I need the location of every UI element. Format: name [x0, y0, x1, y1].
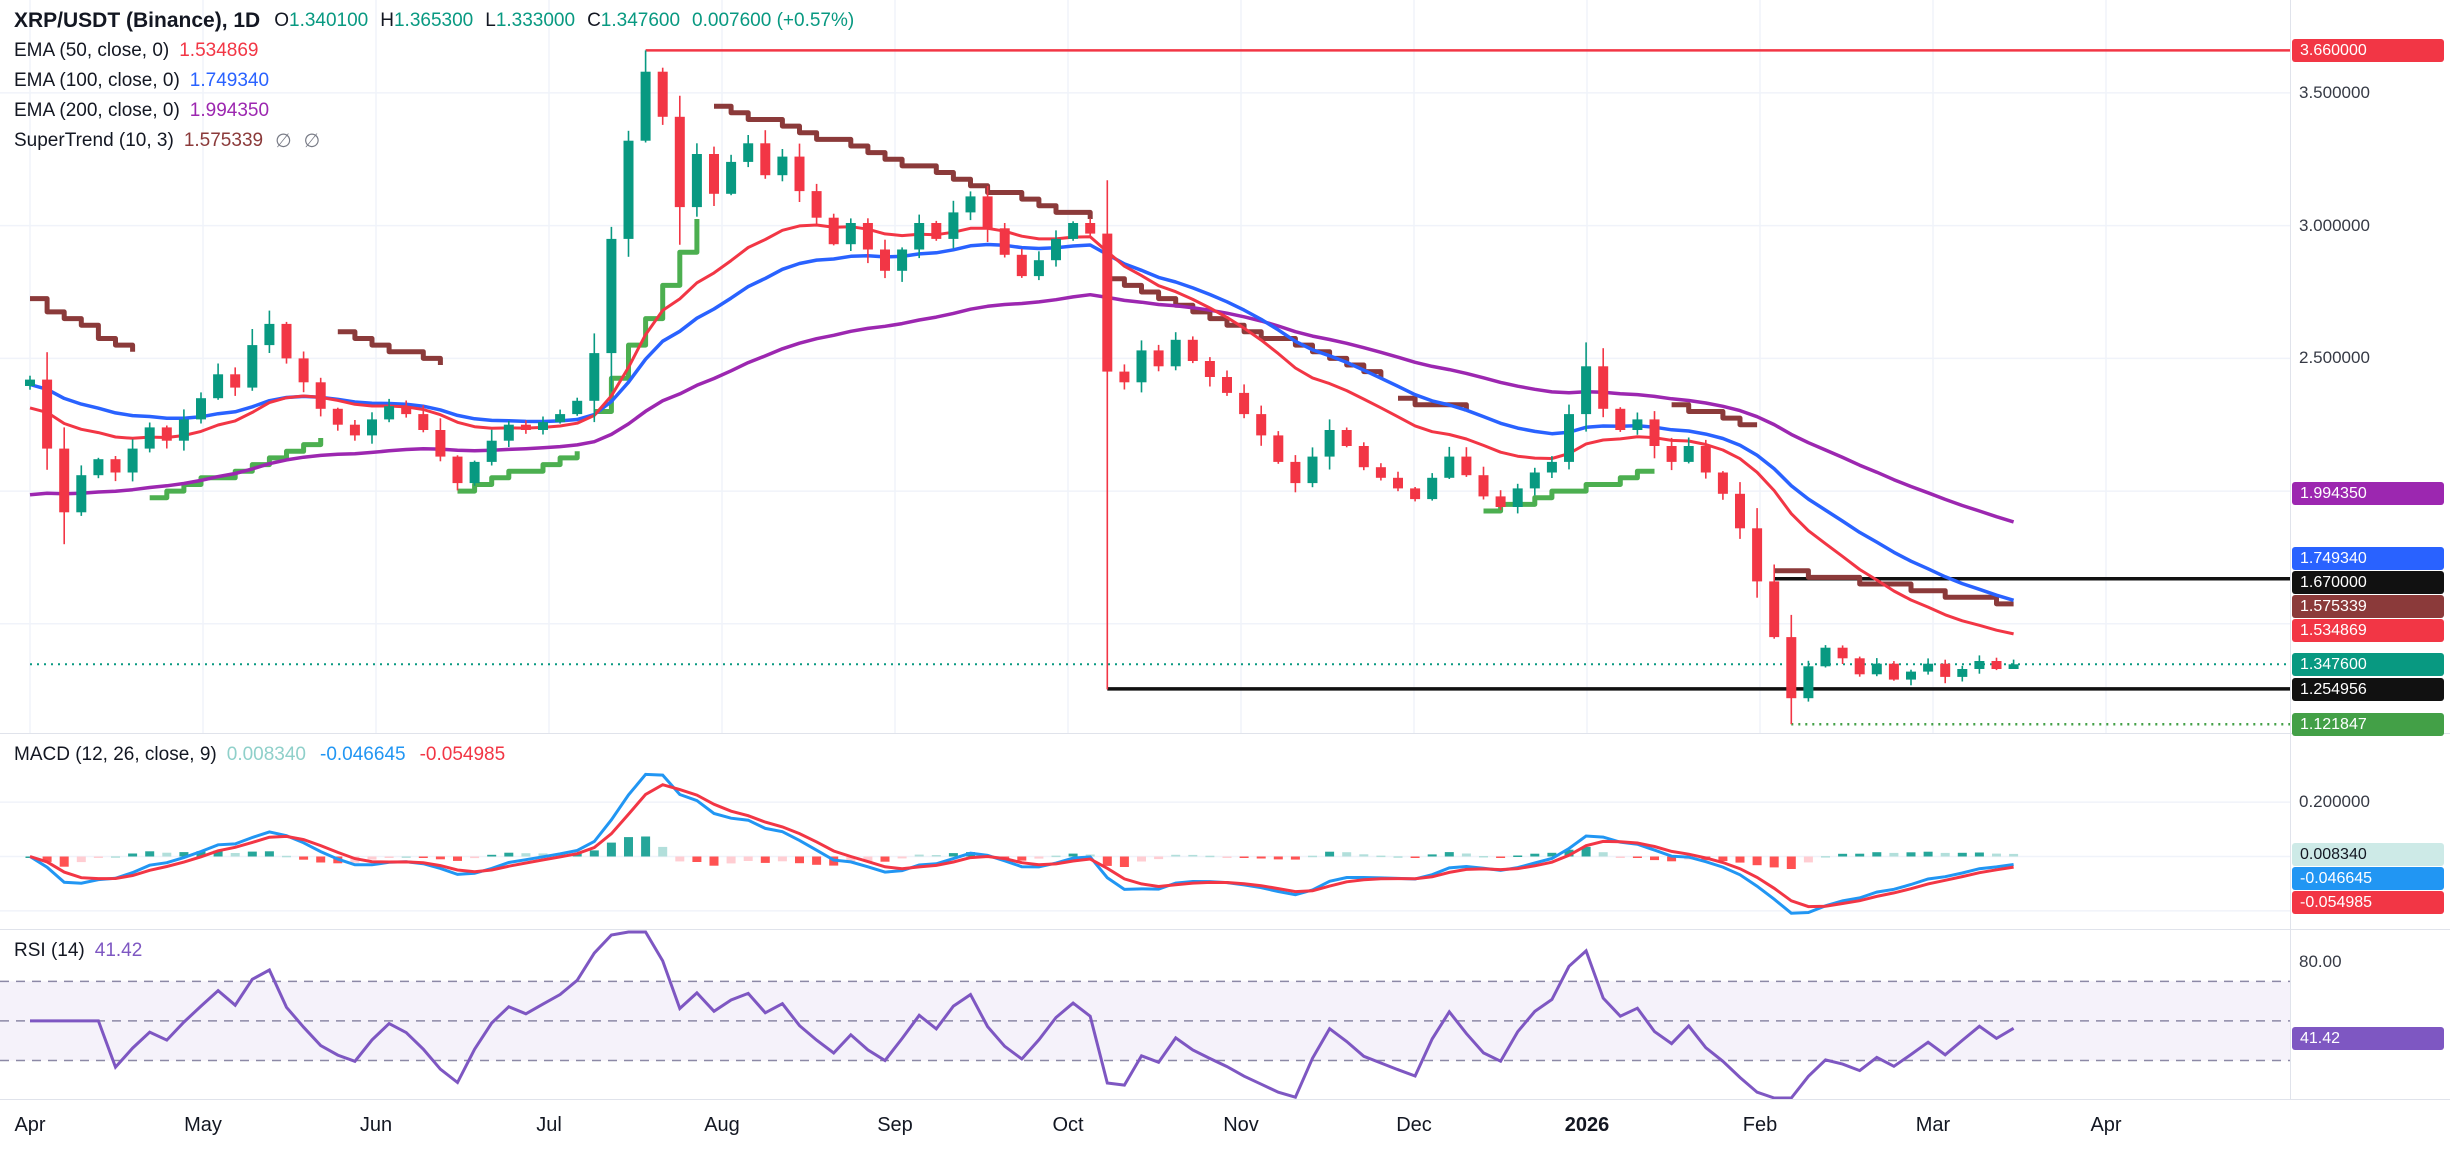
price-axis-badge: 1.121847	[2292, 713, 2444, 737]
price-axis-label: 3.000000	[2299, 215, 2370, 235]
time-axis-label: Apr	[14, 1114, 46, 1136]
ema50-legend-row[interactable]: EMA (50, close, 0) 1.534869	[14, 36, 854, 66]
high-value: H1.365300	[380, 10, 474, 31]
price-axis-badge: 1.254956	[2292, 677, 2444, 701]
price-scale-separator	[2290, 0, 2291, 1156]
price-pane	[0, 0, 2290, 734]
time-axis-label: Nov	[1223, 1114, 1259, 1136]
price-chart-canvas[interactable]	[0, 0, 2290, 734]
time-axis-label: Mar	[1915, 1114, 1951, 1136]
macd-label: MACD (12, 26, close, 9)	[14, 744, 217, 765]
symbol-title-row[interactable]: XRP/USDT (Binance), 1D O1.340100 H1.3653…	[14, 6, 854, 36]
price-axis-badge: 1.347600	[2292, 653, 2444, 677]
macd-hist-value: 0.008340	[226, 744, 306, 765]
price-legend: XRP/USDT (Binance), 1D O1.340100 H1.3653…	[14, 6, 854, 156]
price-axis-badge: 1.534869	[2292, 618, 2444, 642]
hide-indicator-icon[interactable]: ∅	[275, 130, 292, 152]
time-axis-label: Jul	[536, 1114, 562, 1136]
price-axis-badge: 3.660000	[2292, 39, 2444, 63]
close-value: C1.347600	[587, 10, 681, 31]
price-axis-badge: 1.994350	[2292, 481, 2444, 505]
rsi-pane	[0, 930, 2290, 1100]
time-axis[interactable]: Apr May Jun Jul Aug Sep Oct Nov Dec 2026 Feb Mar Apr	[0, 1100, 2450, 1156]
pane-divider[interactable]	[0, 733, 2450, 734]
macd-signal-value: -0.054985	[419, 744, 506, 765]
ema200-label: EMA (200, close, 0)	[14, 100, 180, 121]
macd-chart-canvas[interactable]	[0, 734, 2290, 930]
change-value: 0.007600 (+0.57%)	[692, 10, 855, 31]
ema200-value: 1.994350	[189, 100, 270, 121]
symbol-title: XRP/USDT (Binance), 1D	[14, 9, 261, 32]
candlestick-series	[25, 50, 2019, 725]
time-axis-label: Apr	[2090, 1114, 2122, 1136]
supertrend-legend-row[interactable]: SuperTrend (10, 3) 1.575339 ∅ ∅	[14, 126, 854, 156]
ema100-legend-row[interactable]: EMA (100, close, 0) 1.749340	[14, 66, 854, 96]
price-axis-badge: 1.749340	[2292, 546, 2444, 570]
ema50-value: 1.534869	[179, 40, 259, 61]
ema100-label: EMA (100, close, 0)	[14, 70, 180, 91]
rsi-legend-row[interactable]: RSI (14) 41.42	[14, 936, 142, 966]
price-axis-badge: 1.670000	[2292, 570, 2444, 594]
macd-line	[29, 772, 2014, 915]
supertrend-value: 1.575339	[183, 130, 264, 151]
time-axis-label: Feb	[1742, 1114, 1778, 1136]
time-axis-label: Jun	[359, 1114, 393, 1136]
macd-legend-row[interactable]: MACD (12, 26, close, 9) 0.008340 -0.0466…	[14, 740, 505, 770]
macd-signal-line	[29, 783, 2014, 909]
time-axis-label: 2026	[1564, 1114, 1610, 1136]
time-axis-label: May	[184, 1114, 222, 1136]
price-level-lines	[30, 49, 2290, 726]
ema50-label: EMA (50, close, 0)	[14, 40, 170, 61]
ema50-line	[29, 223, 2014, 636]
rsi-legend: RSI (14) 41.42	[14, 936, 142, 966]
macd-axis-badge: -0.054985	[2292, 891, 2444, 915]
price-axis-label: 2.500000	[2299, 348, 2370, 368]
time-axis-label: Aug	[704, 1114, 740, 1136]
time-axis-label: Oct	[1052, 1114, 1084, 1136]
macd-axis-badge: 0.008340	[2292, 843, 2444, 867]
indicator-settings-icon[interactable]: ∅	[303, 130, 321, 152]
low-value: L1.333000	[485, 10, 576, 31]
time-axis-label: Sep	[877, 1114, 913, 1136]
rsi-value: 41.42	[94, 940, 143, 961]
price-axis-label: 3.500000	[2299, 82, 2370, 102]
supertrend-line	[30, 103, 2014, 607]
rsi-line	[30, 930, 2015, 1100]
supertrend-label: SuperTrend (10, 3)	[14, 130, 174, 151]
rsi-axis-label: 80.00	[2299, 951, 2342, 971]
rsi-label: RSI (14)	[14, 940, 85, 961]
macd-line-value: -0.046645	[320, 744, 406, 765]
price-axis-badge: 1.575339	[2292, 594, 2444, 618]
open-value: O1.340100	[274, 10, 369, 31]
rsi-chart-canvas[interactable]	[0, 930, 2290, 1100]
ema200-line	[29, 292, 2015, 524]
macd-legend: MACD (12, 26, close, 9) 0.008340 -0.0466…	[14, 740, 505, 770]
ema200-legend-row[interactable]: EMA (200, close, 0) 1.994350	[14, 96, 854, 126]
macd-axis-badge: -0.046645	[2292, 867, 2444, 891]
macd-axis-label: 0.200000	[2299, 792, 2370, 812]
rsi-axis[interactable]: 80.00 41.42	[2291, 930, 2450, 1100]
pane-divider	[0, 1099, 2450, 1100]
macd-pane	[0, 734, 2290, 930]
ema100-line	[29, 242, 2015, 602]
ema100-value: 1.749340	[189, 70, 270, 91]
pane-divider[interactable]	[0, 929, 2450, 930]
time-axis-label: Dec	[1396, 1114, 1432, 1136]
macd-axis[interactable]: 0.200000 0.008340 -0.046645 -0.054985	[2291, 734, 2450, 930]
price-gridlines	[0, 0, 2290, 734]
rsi-axis-badge: 41.42	[2292, 1026, 2444, 1050]
price-axis[interactable]: 3.500000 3.000000 2.500000 3.660000 1.994350…	[2291, 0, 2450, 737]
